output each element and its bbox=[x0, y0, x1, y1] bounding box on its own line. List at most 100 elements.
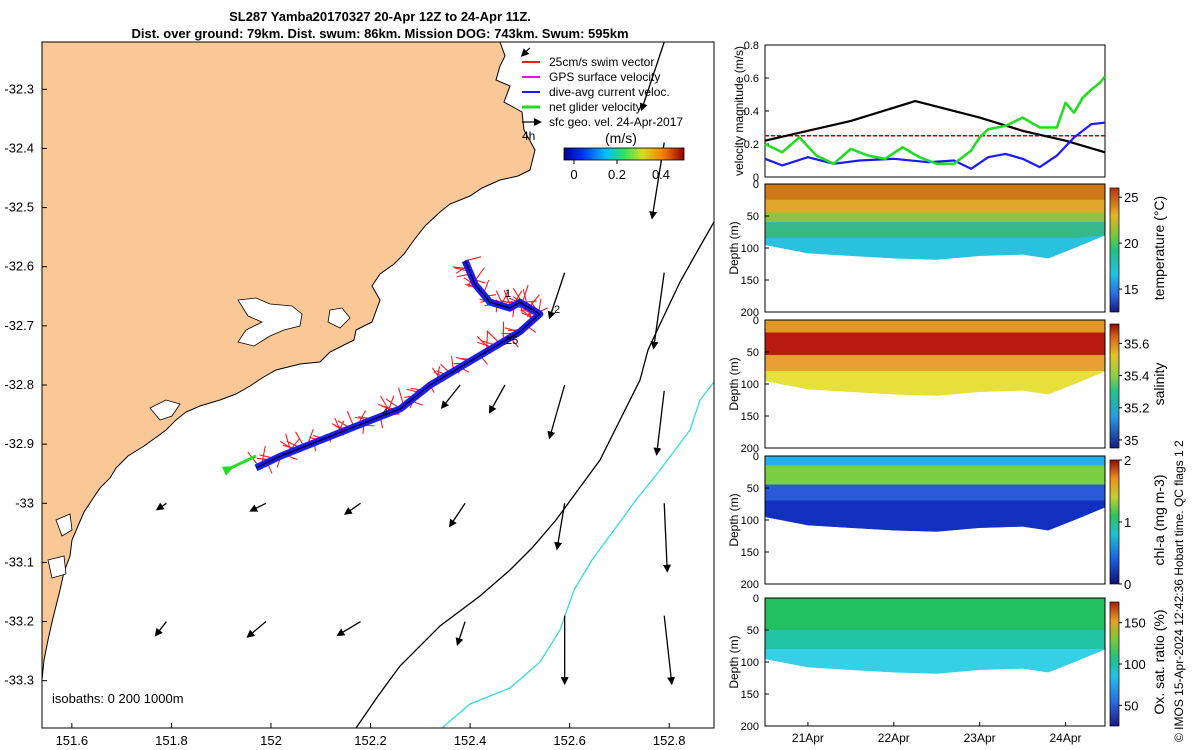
map-x-axis: 151.6 151.8 152 152.2 152.4 152.6 152.8 bbox=[56, 723, 686, 748]
section-colorbar bbox=[1109, 601, 1120, 727]
colorbar-tick-label: 15 bbox=[1124, 282, 1138, 297]
colorbar-tick-label: 35.6 bbox=[1124, 336, 1149, 351]
geostrophic-vector bbox=[449, 502, 466, 528]
legend-gps-velocity: GPS surface velocity bbox=[549, 70, 660, 84]
map-y-tick-label: -32.9 bbox=[4, 436, 34, 451]
map-y-tick-label: -32.3 bbox=[4, 81, 34, 96]
section-layer-surface bbox=[764, 455, 1106, 466]
section-y-tick-label: 50 bbox=[747, 483, 759, 495]
geostrophic-vector bbox=[336, 620, 361, 637]
section-y-tick-label: 50 bbox=[747, 347, 759, 359]
track-label: 4h bbox=[522, 129, 535, 143]
colorbar-tick-label: 150 bbox=[1124, 616, 1146, 631]
section-layer-deep bbox=[764, 370, 1106, 396]
velocity-panel: 0 0.2 0.4 0.6 0.8 velocity magnitude (m/s) bbox=[732, 40, 1107, 184]
map-y-tick-label: -33 bbox=[15, 495, 34, 510]
velocity-y-axis: 0 0.2 0.4 0.6 0.8 bbox=[744, 40, 769, 184]
section-y-tick-label: 50 bbox=[747, 211, 759, 223]
velocity-series-line bbox=[764, 75, 1107, 166]
section-y-tick-label: 0 bbox=[753, 451, 759, 463]
geostrophic-vector bbox=[246, 621, 267, 638]
section-layer-thermocline bbox=[764, 222, 1106, 239]
geostrophic-vector bbox=[488, 384, 506, 414]
section-ylabel: Depth (m) bbox=[727, 493, 741, 546]
colorbar-tick: 0.2 bbox=[608, 167, 626, 182]
map-x-tick-label: 151.8 bbox=[155, 733, 188, 748]
section-y-tick-label: 0 bbox=[753, 315, 759, 327]
time-axis: 21Apr 22Apr 23Apr 24Apr bbox=[792, 722, 1082, 745]
colorbar-tick-label: 50 bbox=[1124, 698, 1138, 713]
velocity-series-line bbox=[764, 100, 1106, 154]
geostrophic-vector bbox=[547, 272, 566, 320]
colorbar-tick-label: 100 bbox=[1124, 657, 1146, 672]
section-y-tick-label: 150 bbox=[741, 547, 759, 559]
geostrophic-vector bbox=[155, 502, 167, 511]
velocity-series-line bbox=[764, 121, 1106, 170]
track-label: 2 bbox=[554, 304, 560, 316]
track-waypoint-labels: 1 2 25 4 bbox=[382, 288, 560, 419]
map-colorbar: (m/s) 0 0.2 0.4 bbox=[563, 130, 685, 182]
geostrophic-vector bbox=[249, 502, 267, 512]
colorbar-tick-label: 35.4 bbox=[1124, 369, 1149, 384]
section-y-tick-label: 150 bbox=[741, 411, 759, 423]
glider-track-centerline bbox=[255, 260, 541, 469]
map-y-tick-label: -32.7 bbox=[4, 318, 34, 333]
land-mass bbox=[42, 42, 536, 681]
colorbar-label: salinity bbox=[1151, 363, 1167, 406]
section-layer-surface bbox=[764, 319, 1106, 334]
section-y-tick-label: 100 bbox=[741, 515, 759, 527]
map-x-tick-label: 152.8 bbox=[653, 733, 686, 748]
section-layer-deep bbox=[764, 234, 1106, 260]
section-y-tick-label: 150 bbox=[741, 689, 759, 701]
section-layer-core bbox=[764, 332, 1106, 356]
section-y-tick-label: 100 bbox=[741, 243, 759, 255]
map-legend: 25cm/s swim vector GPS surface velocity … bbox=[522, 55, 683, 143]
colorbar-tick-label: 2 bbox=[1124, 453, 1131, 468]
colorbar-tick: 0.4 bbox=[652, 167, 670, 182]
geostrophic-vector bbox=[455, 621, 466, 646]
section-panel-oxygen: 0 50 100 150 200 Depth (m) 50 100 150 Ox. sat. ra… bbox=[727, 593, 1167, 733]
section-y-tick-label: 100 bbox=[741, 379, 759, 391]
isobath-1000m bbox=[441, 381, 714, 728]
colorbar-label: Ox. sat. ratio (%) bbox=[1151, 609, 1167, 714]
section-y-tick-label: 0 bbox=[753, 179, 759, 191]
section-y-tick-label: 200 bbox=[741, 721, 759, 733]
section-y-tick-label: 0 bbox=[753, 593, 759, 605]
map-y-tick-label: -33.3 bbox=[4, 673, 34, 688]
isobath-label: isobaths: 0 200 1000m bbox=[52, 691, 184, 706]
section-colorbar bbox=[1109, 187, 1120, 313]
map-y-tick-label: -32.5 bbox=[4, 200, 34, 215]
estuary bbox=[47, 555, 67, 579]
estuary bbox=[327, 307, 351, 329]
section-y-tick-label: 200 bbox=[741, 307, 759, 319]
colorbar-label: temperature (°C) bbox=[1151, 196, 1167, 300]
map-y-tick-label: -32.4 bbox=[4, 140, 34, 155]
geostrophic-vector bbox=[547, 384, 566, 440]
time-tick-label: 23Apr bbox=[964, 731, 996, 745]
map-panel: 151.6 151.8 152 152.2 152.4 152.6 152.8 -32.3-… bbox=[4, 41, 715, 748]
geostrophic-vector bbox=[520, 47, 531, 57]
time-tick-label: 21Apr bbox=[792, 731, 824, 745]
track-label: 1 bbox=[505, 288, 511, 300]
colorbar-tick-label: 35 bbox=[1124, 433, 1138, 448]
colorbar-label: chl-a (mg m-3) bbox=[1151, 474, 1167, 565]
estuary bbox=[149, 399, 181, 421]
colorbar-tick-label: 0 bbox=[1124, 577, 1131, 592]
map-x-tick-label: 152.4 bbox=[454, 733, 487, 748]
colorbar-tick: 0 bbox=[570, 167, 577, 182]
legend-swim-vector: 25cm/s swim vector bbox=[549, 55, 654, 69]
map-x-tick-label: 152.2 bbox=[354, 733, 387, 748]
section-colorbar bbox=[1109, 323, 1120, 449]
geostrophic-vectors bbox=[154, 42, 676, 686]
map-y-tick-label: -32.6 bbox=[4, 259, 34, 274]
estuary bbox=[237, 297, 303, 347]
section-y-tick-label: 100 bbox=[741, 657, 759, 669]
velocity-series bbox=[764, 75, 1107, 170]
section-y-tick-label: 150 bbox=[741, 275, 759, 287]
time-tick-label: 22Apr bbox=[878, 731, 910, 745]
colorbar-units: (m/s) bbox=[605, 130, 637, 146]
section-y-tick-label: 200 bbox=[741, 443, 759, 455]
section-layer-surface bbox=[764, 597, 1106, 631]
track-label: 4 bbox=[382, 407, 388, 419]
section-layer-max bbox=[764, 465, 1106, 486]
